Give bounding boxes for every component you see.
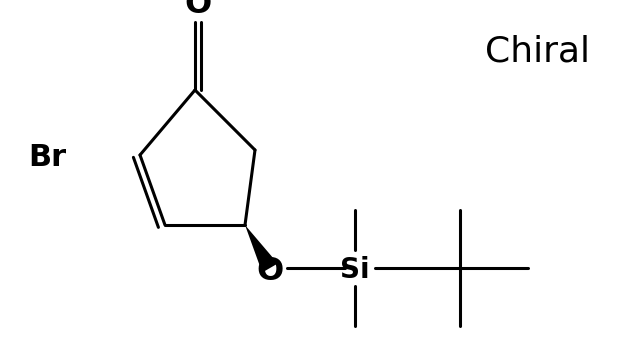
Text: O: O	[184, 0, 212, 20]
Text: Br: Br	[28, 144, 66, 172]
Text: O: O	[257, 256, 284, 287]
Text: Si: Si	[340, 256, 370, 284]
Polygon shape	[245, 225, 278, 273]
Text: Chiral: Chiral	[485, 35, 590, 69]
